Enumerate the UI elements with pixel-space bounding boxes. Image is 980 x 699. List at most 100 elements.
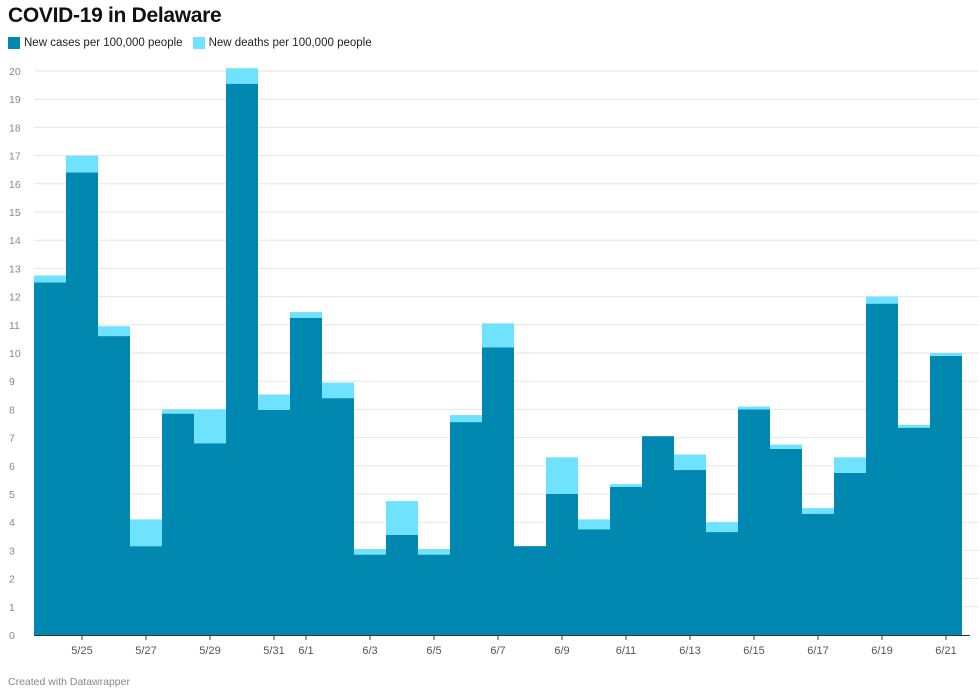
chart-title: COVID-19 in Delaware [8,4,222,27]
y-tick-label: 18 [9,122,21,134]
legend: New cases per 100,000 people New deaths … [8,37,372,49]
x-tick-label: 5/25 [71,645,92,657]
bar-cases [66,172,98,635]
bar-cases [450,422,482,635]
x-tick-label: 6/5 [426,645,441,657]
bar-deaths [34,275,66,283]
bar-cases [642,436,674,635]
y-tick-label: 0 [9,630,15,642]
y-tick-label: 15 [9,207,21,219]
y-tick-label: 11 [9,320,20,332]
x-tick-label: 6/19 [871,645,892,657]
x-tick-label: 6/1 [298,645,313,657]
x-tick-label: 5/29 [199,645,220,657]
y-tick-label: 9 [9,376,15,388]
bar-cases [738,409,770,635]
y-tick-label: 17 [9,151,21,163]
bar-deaths [930,353,962,356]
y-tick-label: 4 [9,517,15,529]
bar-cases [34,282,66,635]
legend-swatch-deaths [192,37,205,49]
bar-cases [546,494,578,635]
y-tick-label: 7 [9,433,15,445]
x-tick-label: 6/15 [743,645,764,657]
bar-deaths [898,424,930,428]
y-tick-label: 12 [9,292,21,304]
bar-deaths [546,457,578,494]
bar-deaths [674,454,706,471]
bar-cases [162,413,194,635]
bar-deaths [258,394,290,410]
y-tick-label: 2 [9,574,15,586]
bar-deaths [802,508,834,514]
bar-deaths [66,155,98,173]
y-tick-label: 1 [9,602,15,614]
bar-cases [834,472,866,635]
bar-deaths [290,312,322,318]
y-tick-label: 5 [9,489,15,501]
footer-credit: Created with Datawrapper [8,676,130,688]
bar-deaths [98,326,130,337]
bar-cases [610,486,642,635]
bar-cases [930,355,962,635]
x-tick-label: 6/3 [362,645,377,657]
y-tick-label: 10 [9,348,21,360]
legend-label-cases: New cases per 100,000 people [24,37,183,49]
bar-deaths [354,548,386,555]
x-tick-label: 6/17 [807,645,828,657]
bar-deaths [706,522,738,533]
bar-cases [98,336,130,635]
y-tick-label: 14 [9,235,21,247]
bar-deaths [578,519,610,530]
y-tick-label: 6 [9,461,15,473]
bar-cases [226,83,258,635]
bar-cases [290,317,322,635]
bar-cases [258,409,290,635]
legend-label-deaths: New deaths per 100,000 people [208,37,372,49]
x-tick-label: 5/27 [135,645,156,657]
x-tick-label: 6/21 [935,645,956,657]
bar-cases [482,347,514,635]
legend-item-deaths: New deaths per 100,000 people [192,37,372,49]
y-tick-label: 16 [9,179,21,191]
x-tick-label: 5/31 [263,645,284,657]
bar-cases [514,546,546,635]
bar-cases [386,534,418,635]
y-tick-label: 20 [9,66,21,78]
bar-deaths [162,409,194,414]
y-tick-label: 19 [9,94,21,106]
bar-cases [418,554,450,635]
x-tick-label: 6/11 [616,645,637,657]
bar-cases [578,529,610,635]
bar-deaths [418,548,450,555]
bar-cases [706,532,738,635]
y-tick-label: 3 [9,545,15,557]
legend-item-cases: New cases per 100,000 people [8,37,183,49]
bar-deaths [450,415,482,423]
bar-deaths [834,457,866,473]
y-tick-label: 13 [9,263,21,275]
bar-deaths [194,409,226,444]
bar-deaths [386,501,418,535]
x-tick-label: 6/13 [679,645,700,657]
bar-deaths [130,519,162,547]
bar-cases [674,470,706,635]
bar-deaths [866,296,898,304]
bar-cases [898,427,930,635]
bar-cases [130,546,162,635]
x-tick-label: 6/7 [490,645,505,657]
bar-deaths [770,444,802,449]
y-tick-label: 8 [9,404,15,416]
bar-deaths [610,484,642,487]
bar-cases [354,554,386,635]
x-tick-label: 6/9 [554,645,569,657]
bar-cases [322,398,354,635]
bar-deaths [482,323,514,348]
bar-cases [866,303,898,635]
bar-deaths [738,406,770,410]
bar-cases [194,443,226,635]
bar-deaths [226,68,258,84]
bar-deaths [322,382,354,399]
legend-swatch-cases [8,37,20,49]
